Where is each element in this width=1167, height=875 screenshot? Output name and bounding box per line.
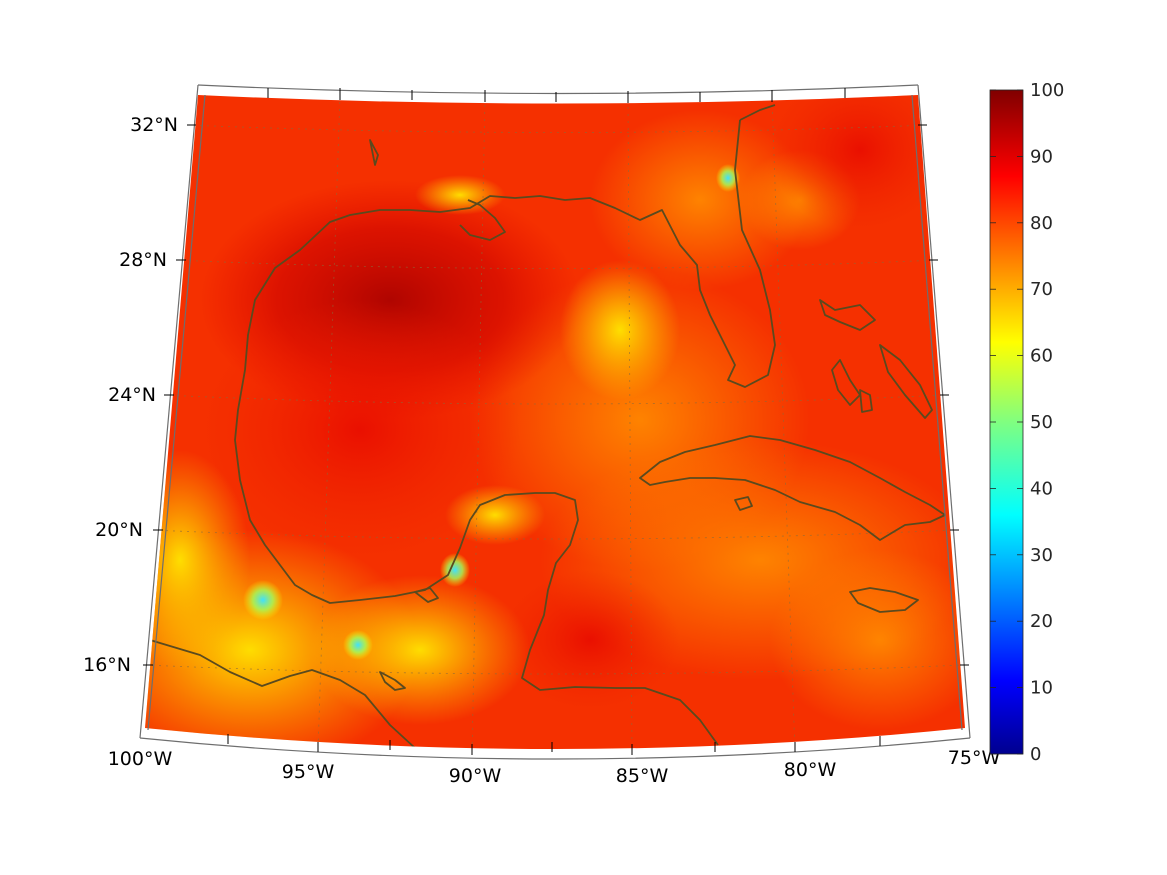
colorbar-tick-label: 50 [1030, 412, 1053, 433]
lat-label-16n: 16°N [83, 654, 131, 676]
colorbar-tick-label: 100 [1030, 80, 1064, 101]
lon-label-90w: 90°W [449, 765, 502, 787]
lat-label-20n: 20°N [95, 519, 143, 541]
lon-label-80w: 80°W [784, 759, 837, 781]
colorbar-tick-label: 40 [1030, 478, 1053, 499]
colorbar-tick-label: 60 [1030, 346, 1053, 367]
colorbar-tick-label: 0 [1030, 744, 1041, 765]
lat-label-28n: 28°N [119, 249, 167, 271]
tick-marks [143, 88, 969, 755]
lon-label-85w: 85°W [616, 765, 669, 787]
colorbar-tick-label: 70 [1030, 279, 1053, 300]
lat-label-24n: 24°N [108, 384, 156, 406]
lon-label-75w: 75°W [948, 747, 1001, 769]
coastlines [149, 104, 946, 749]
lon-label-95w: 95°W [282, 761, 335, 783]
lon-label-100w: 100°W [108, 748, 173, 770]
colorbar-tick-label: 80 [1030, 213, 1053, 234]
latitude-labels: 32°N 28°N 24°N 20°N 16°N [83, 114, 178, 676]
colorbar-tick-label: 30 [1030, 545, 1053, 566]
map-field [145, 95, 965, 749]
colorbar-tick-label: 10 [1030, 678, 1053, 699]
longitude-labels: 100°W 95°W 90°W 85°W 80°W 75°W [108, 747, 1001, 787]
graticule [145, 95, 964, 749]
colorbar-tick-label: 20 [1030, 611, 1053, 632]
map-frame [139, 84, 971, 760]
lat-label-32n: 32°N [130, 114, 178, 136]
colorbar-ticks [990, 89, 1023, 755]
colorbar-tick-label: 90 [1030, 146, 1053, 167]
